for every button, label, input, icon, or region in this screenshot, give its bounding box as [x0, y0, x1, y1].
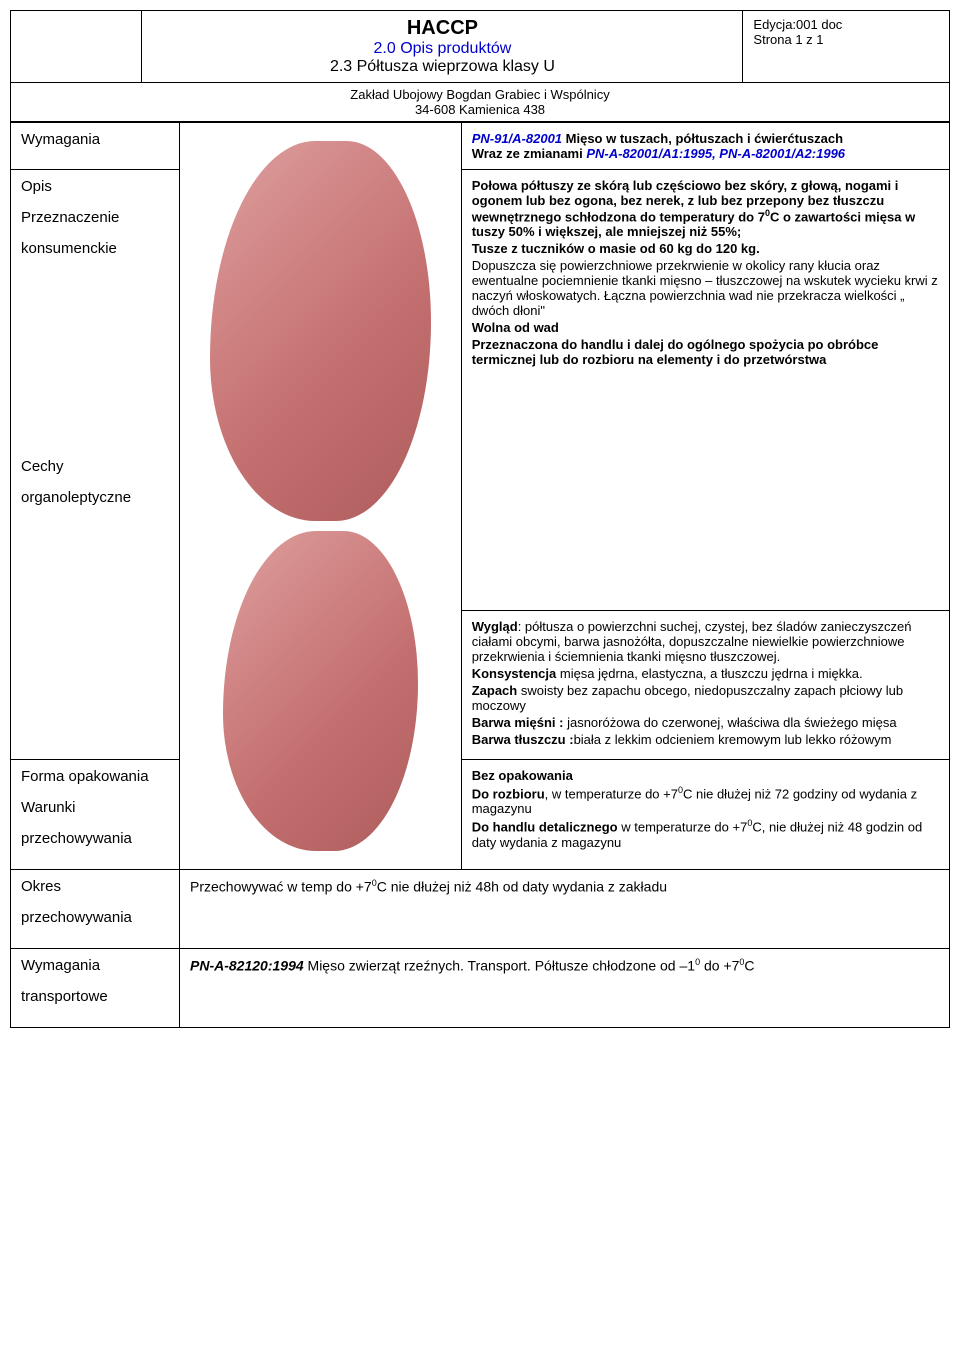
content-forma: Bez opakowania Do rozbioru, w temperatur…	[461, 760, 949, 870]
header-right: Edycja:001 doc Strona 1 z 1	[743, 11, 950, 83]
label-konsumenckie: konsumenckie	[21, 240, 169, 257]
carcass-image-1	[210, 141, 432, 521]
label-okres-group: Okres przechowywania	[11, 870, 180, 949]
subsection-title: 2.3 Półtusza wieprzowa klasy U	[152, 58, 732, 76]
barwa-tluszczu-line: Barwa tłuszczu :biała z lekkim odcieniem…	[472, 732, 939, 747]
do-rozbioru-line: Do rozbioru, w temperaturze do +70C nie …	[472, 785, 939, 816]
content-cechy: Wygląd: półtusza o powierzchni suchej, c…	[461, 611, 949, 760]
barwa-miesni-line: Barwa mięśni : jasnoróżowa do czerwonej,…	[472, 715, 939, 730]
header-center: HACCP 2.0 Opis produktów 2.3 Półtusza wi…	[142, 11, 743, 83]
label-forma-group: Forma opakowania Warunki przechowywania	[11, 760, 180, 870]
amendments: PN-A-82001/A1:1995, PN-A-82001/A2:1996	[586, 146, 845, 161]
page-number: Strona 1 z 1	[753, 32, 939, 47]
opis-paragraph-1: Połowa półtuszy ze skórą lub częściowo b…	[472, 178, 939, 239]
label-przechowywania2: przechowywania	[21, 909, 169, 926]
opis-paragraph-3: Dopuszcza się powierzchniowe przekrwieni…	[472, 258, 939, 318]
norm-code: PN-91/A-82001	[472, 131, 562, 146]
content-opis: Połowa półtuszy ze skórą lub częściowo b…	[461, 170, 949, 611]
haccp-title: HACCP	[152, 17, 732, 40]
transport-norm: PN-A-82120:1994	[190, 958, 304, 974]
header-left-empty	[11, 11, 142, 83]
section-number: 2.0 Opis produktów	[152, 40, 732, 58]
label-organoleptyczne: organoleptyczne	[21, 489, 169, 506]
label-opis: Opis	[21, 178, 169, 195]
company-name: Zakład Ubojowy Bogdan Grabiec i Wspólnic…	[15, 87, 945, 102]
carcass-image-2	[223, 531, 419, 851]
label-przechowywania: przechowywania	[21, 830, 169, 847]
wraz-label: Wraz ze zmianami	[472, 146, 587, 161]
konsystencja-line: Konsystencja mięsa jędrna, elastyczna, a…	[472, 666, 939, 681]
przeznaczona-text: Przeznaczona do handlu i dalej do ogólne…	[472, 337, 939, 367]
zapach-line: Zapach swoisty bez zapachu obcego, niedo…	[472, 683, 939, 713]
do-handlu-line: Do handlu detalicznego w temperaturze do…	[472, 818, 939, 849]
main-content-table: Wymagania PN-91/A-82001 Mięso w tuszach,…	[10, 122, 950, 1028]
wolna-text: Wolna od wad	[472, 320, 939, 335]
label-transportowe: transportowe	[21, 988, 169, 1005]
label-transport-group: Wymagania transportowe	[11, 949, 180, 1028]
label-warunki: Warunki	[21, 799, 169, 816]
content-wymagania: PN-91/A-82001 Mięso w tuszach, półtuszac…	[461, 123, 949, 170]
wyglad-line: Wygląd: półtusza o powierzchni suchej, c…	[472, 619, 939, 664]
opis-paragraph-2: Tusze z tuczników o masie od 60 kg do 12…	[472, 241, 939, 256]
bez-opakowania: Bez opakowania	[472, 768, 939, 783]
label-forma: Forma opakowania	[21, 768, 169, 785]
content-transport: PN-A-82120:1994 Mięso zwierząt rzeźnych.…	[180, 949, 950, 1028]
label-okres: Okres	[21, 878, 169, 895]
company-address: 34-608 Kamienica 438	[15, 102, 945, 117]
label-wymagania: Wymagania	[11, 123, 180, 170]
document-header-table: HACCP 2.0 Opis produktów 2.3 Półtusza wi…	[10, 10, 950, 122]
label-opis-group: Opis Przeznaczenie konsumenckie Cechy or…	[11, 170, 180, 760]
label-wymagania-trans: Wymagania	[21, 957, 169, 974]
image-cell-top	[180, 123, 462, 870]
company-cell: Zakład Ubojowy Bogdan Grabiec i Wspólnic…	[11, 83, 950, 122]
content-okres: Przechowywać w temp do +70C nie dłużej n…	[180, 870, 950, 949]
label-przeznaczenie: Przeznaczenie	[21, 209, 169, 226]
edition-text: Edycja:001 doc	[753, 17, 939, 32]
norm-desc: Mięso w tuszach, półtuszach i ćwierćtusz…	[562, 131, 843, 146]
label-cechy: Cechy	[21, 458, 169, 475]
